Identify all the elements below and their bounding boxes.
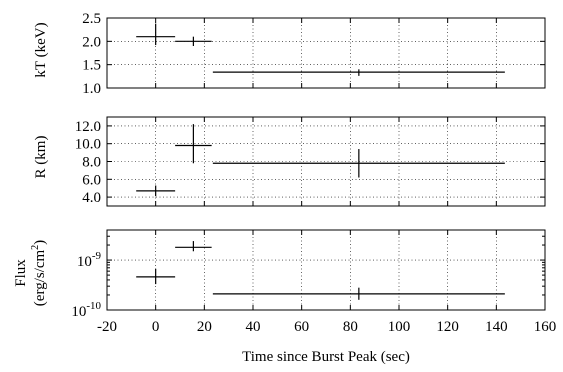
y-tick-label-kt: 2.5: [82, 11, 101, 27]
flux-unit-base: (erg/s/cm: [32, 249, 48, 306]
data-point-kt-3: [212, 69, 505, 76]
flux-unit-close: ): [32, 240, 48, 245]
panel-frames: [106, 17, 546, 311]
x-tick-label: 140: [485, 319, 508, 335]
x-tick-label: -20: [97, 319, 117, 335]
y-axis-title-flux-line1: Flux: [13, 259, 29, 287]
error-bar-layer: [136, 23, 505, 300]
y-tick-label-radius: 6.0: [82, 172, 101, 188]
y-tick-label-base: 10: [77, 254, 92, 270]
y-axis-title-radius: R (km): [33, 136, 49, 179]
y-tick-label-kt: 1.0: [82, 81, 101, 97]
y-tick-label-kt: 1.5: [82, 58, 101, 74]
data-point-radius-2: [175, 124, 212, 164]
y-axis-title-flux-line2: (erg/s/cm2): [30, 240, 48, 306]
x-tick-label: 120: [436, 319, 459, 335]
y-tick-label-flux: 10-9: [77, 250, 102, 270]
flux-unit-exponent: 2: [30, 245, 41, 250]
panel-frame-kt: [106, 17, 546, 89]
data-point-flux-3: [212, 287, 505, 300]
x-tick-label: 100: [388, 319, 411, 335]
y-tick-label-radius: 12.0: [75, 119, 101, 135]
y-tick-label-radius: 8.0: [82, 155, 101, 171]
x-tick-label: 40: [246, 319, 261, 335]
y-tick-label-kt: 2.0: [82, 34, 101, 50]
data-point-kt-2: [175, 36, 212, 46]
grid-layer: [107, 18, 545, 310]
data-point-radius-3: [212, 149, 505, 178]
y-tick-label-exponent: -10: [86, 300, 101, 312]
data-point-flux-2: [175, 241, 212, 252]
y-tick-label-radius: 4.0: [82, 190, 101, 206]
y-axis-title-kt: kT (keV): [33, 22, 49, 77]
x-tick-label: 60: [294, 319, 309, 335]
y-tick-label-exponent: -9: [92, 250, 102, 262]
x-tick-label: 0: [152, 319, 160, 335]
data-point-kt-1: [136, 23, 176, 46]
data-point-flux-1: [136, 268, 176, 285]
y-tick-label-radius: 10.0: [75, 137, 101, 153]
x-tick-label: 20: [197, 319, 212, 335]
x-tick-label: 80: [343, 319, 358, 335]
panel-frame-radius: [106, 116, 546, 207]
y-tick-label-flux: 10-10: [71, 300, 101, 320]
data-point-radius-1: [136, 185, 176, 197]
x-axis-title: Time since Burst Peak (sec): [242, 349, 410, 365]
y-tick-label-base: 10: [71, 304, 86, 320]
panel-frame-flux: [106, 229, 546, 311]
tick-labels: 1.01.52.02.54.06.08.010.012.010-1010-9-2…: [71, 11, 556, 335]
x-tick-label: 160: [534, 319, 557, 335]
